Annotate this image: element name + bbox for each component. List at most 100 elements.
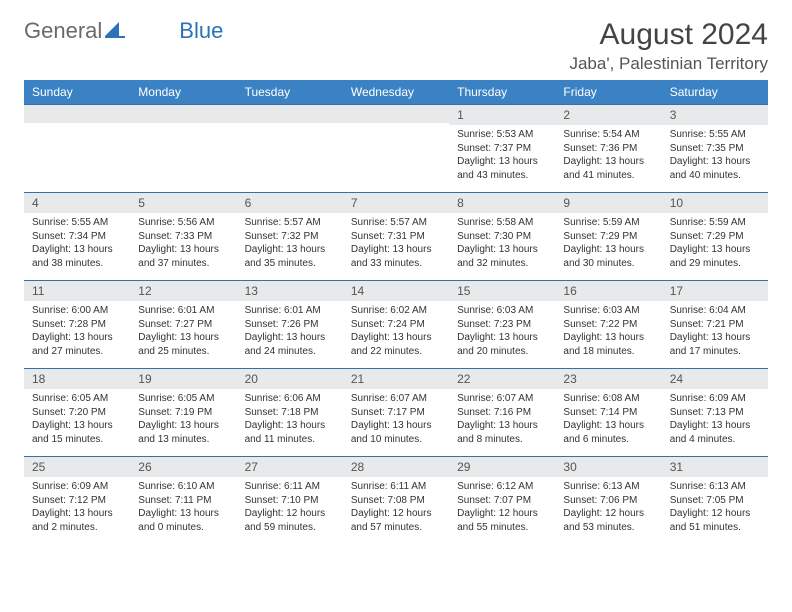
day-number: 18 — [24, 369, 130, 389]
weekday-header: Friday — [555, 80, 661, 105]
calendar-day-cell — [343, 105, 449, 193]
day-details: Sunrise: 5:59 AMSunset: 7:29 PMDaylight:… — [555, 213, 661, 274]
day-number: 3 — [662, 105, 768, 125]
calendar-day-cell: 15Sunrise: 6:03 AMSunset: 7:23 PMDayligh… — [449, 281, 555, 369]
sunrise-text: Sunrise: 6:02 AM — [351, 304, 441, 318]
daylight-text: Daylight: 13 hours and 4 minutes. — [670, 419, 760, 446]
sunset-text: Sunset: 7:16 PM — [457, 406, 547, 420]
calendar-day-cell: 8Sunrise: 5:58 AMSunset: 7:30 PMDaylight… — [449, 193, 555, 281]
calendar-table: SundayMondayTuesdayWednesdayThursdayFrid… — [24, 80, 768, 545]
day-number: 16 — [555, 281, 661, 301]
day-details: Sunrise: 5:57 AMSunset: 7:32 PMDaylight:… — [237, 213, 343, 274]
day-number: 11 — [24, 281, 130, 301]
daylight-text: Daylight: 13 hours and 41 minutes. — [563, 155, 653, 182]
day-details: Sunrise: 5:54 AMSunset: 7:36 PMDaylight:… — [555, 125, 661, 186]
day-details: Sunrise: 6:12 AMSunset: 7:07 PMDaylight:… — [449, 477, 555, 538]
calendar-day-cell: 19Sunrise: 6:05 AMSunset: 7:19 PMDayligh… — [130, 369, 236, 457]
calendar-week-row: 25Sunrise: 6:09 AMSunset: 7:12 PMDayligh… — [24, 457, 768, 545]
day-details: Sunrise: 6:05 AMSunset: 7:19 PMDaylight:… — [130, 389, 236, 450]
daylight-text: Daylight: 13 hours and 20 minutes. — [457, 331, 547, 358]
sunrise-text: Sunrise: 6:05 AM — [138, 392, 228, 406]
day-number: 6 — [237, 193, 343, 213]
day-number: 8 — [449, 193, 555, 213]
day-number: 7 — [343, 193, 449, 213]
daylight-text: Daylight: 13 hours and 35 minutes. — [245, 243, 335, 270]
calendar-body: 1Sunrise: 5:53 AMSunset: 7:37 PMDaylight… — [24, 105, 768, 545]
sunset-text: Sunset: 7:13 PM — [670, 406, 760, 420]
day-number: 10 — [662, 193, 768, 213]
daylight-text: Daylight: 13 hours and 0 minutes. — [138, 507, 228, 534]
sunrise-text: Sunrise: 6:10 AM — [138, 480, 228, 494]
day-number — [130, 105, 236, 123]
day-number: 2 — [555, 105, 661, 125]
daylight-text: Daylight: 13 hours and 17 minutes. — [670, 331, 760, 358]
sunrise-text: Sunrise: 5:53 AM — [457, 128, 547, 142]
day-details: Sunrise: 5:53 AMSunset: 7:37 PMDaylight:… — [449, 125, 555, 186]
sunrise-text: Sunrise: 5:56 AM — [138, 216, 228, 230]
sunset-text: Sunset: 7:26 PM — [245, 318, 335, 332]
day-details: Sunrise: 6:05 AMSunset: 7:20 PMDaylight:… — [24, 389, 130, 450]
sunset-text: Sunset: 7:27 PM — [138, 318, 228, 332]
day-number: 26 — [130, 457, 236, 477]
sunrise-text: Sunrise: 6:07 AM — [351, 392, 441, 406]
sunrise-text: Sunrise: 5:59 AM — [670, 216, 760, 230]
calendar-day-cell: 17Sunrise: 6:04 AMSunset: 7:21 PMDayligh… — [662, 281, 768, 369]
day-details: Sunrise: 6:13 AMSunset: 7:05 PMDaylight:… — [662, 477, 768, 538]
day-details: Sunrise: 6:03 AMSunset: 7:22 PMDaylight:… — [555, 301, 661, 362]
sunset-text: Sunset: 7:07 PM — [457, 494, 547, 508]
sunset-text: Sunset: 7:14 PM — [563, 406, 653, 420]
sunset-text: Sunset: 7:22 PM — [563, 318, 653, 332]
sunrise-text: Sunrise: 6:06 AM — [245, 392, 335, 406]
sunrise-text: Sunrise: 6:09 AM — [32, 480, 122, 494]
calendar-day-cell: 12Sunrise: 6:01 AMSunset: 7:27 PMDayligh… — [130, 281, 236, 369]
sunrise-text: Sunrise: 5:58 AM — [457, 216, 547, 230]
calendar-day-cell: 16Sunrise: 6:03 AMSunset: 7:22 PMDayligh… — [555, 281, 661, 369]
day-number: 24 — [662, 369, 768, 389]
sunset-text: Sunset: 7:28 PM — [32, 318, 122, 332]
day-number: 27 — [237, 457, 343, 477]
day-number: 20 — [237, 369, 343, 389]
weekday-header: Monday — [130, 80, 236, 105]
calendar-day-cell: 21Sunrise: 6:07 AMSunset: 7:17 PMDayligh… — [343, 369, 449, 457]
sunset-text: Sunset: 7:35 PM — [670, 142, 760, 156]
sunrise-text: Sunrise: 5:54 AM — [563, 128, 653, 142]
logo-text-2: Blue — [179, 18, 223, 44]
day-details: Sunrise: 6:09 AMSunset: 7:13 PMDaylight:… — [662, 389, 768, 450]
day-number — [237, 105, 343, 123]
calendar-day-cell — [237, 105, 343, 193]
day-details: Sunrise: 6:13 AMSunset: 7:06 PMDaylight:… — [555, 477, 661, 538]
sunset-text: Sunset: 7:23 PM — [457, 318, 547, 332]
calendar-day-cell: 11Sunrise: 6:00 AMSunset: 7:28 PMDayligh… — [24, 281, 130, 369]
day-number — [24, 105, 130, 123]
calendar-day-cell: 26Sunrise: 6:10 AMSunset: 7:11 PMDayligh… — [130, 457, 236, 545]
daylight-text: Daylight: 13 hours and 11 minutes. — [245, 419, 335, 446]
day-details: Sunrise: 6:08 AMSunset: 7:14 PMDaylight:… — [555, 389, 661, 450]
sunrise-text: Sunrise: 5:55 AM — [32, 216, 122, 230]
weekday-header: Saturday — [662, 80, 768, 105]
day-number: 30 — [555, 457, 661, 477]
sunrise-text: Sunrise: 6:00 AM — [32, 304, 122, 318]
sunrise-text: Sunrise: 5:59 AM — [563, 216, 653, 230]
day-details: Sunrise: 6:11 AMSunset: 7:08 PMDaylight:… — [343, 477, 449, 538]
day-number: 17 — [662, 281, 768, 301]
sunset-text: Sunset: 7:06 PM — [563, 494, 653, 508]
calendar-day-cell: 31Sunrise: 6:13 AMSunset: 7:05 PMDayligh… — [662, 457, 768, 545]
weekday-header: Thursday — [449, 80, 555, 105]
day-details: Sunrise: 6:04 AMSunset: 7:21 PMDaylight:… — [662, 301, 768, 362]
calendar-day-cell: 14Sunrise: 6:02 AMSunset: 7:24 PMDayligh… — [343, 281, 449, 369]
calendar-day-cell: 24Sunrise: 6:09 AMSunset: 7:13 PMDayligh… — [662, 369, 768, 457]
sunrise-text: Sunrise: 6:04 AM — [670, 304, 760, 318]
day-details: Sunrise: 5:58 AMSunset: 7:30 PMDaylight:… — [449, 213, 555, 274]
sunset-text: Sunset: 7:32 PM — [245, 230, 335, 244]
sunset-text: Sunset: 7:19 PM — [138, 406, 228, 420]
sunrise-text: Sunrise: 6:03 AM — [563, 304, 653, 318]
sunset-text: Sunset: 7:24 PM — [351, 318, 441, 332]
month-title: August 2024 — [569, 18, 768, 52]
day-details: Sunrise: 6:03 AMSunset: 7:23 PMDaylight:… — [449, 301, 555, 362]
day-number: 22 — [449, 369, 555, 389]
day-details: Sunrise: 6:09 AMSunset: 7:12 PMDaylight:… — [24, 477, 130, 538]
day-details: Sunrise: 6:07 AMSunset: 7:16 PMDaylight:… — [449, 389, 555, 450]
sunset-text: Sunset: 7:05 PM — [670, 494, 760, 508]
calendar-day-cell: 9Sunrise: 5:59 AMSunset: 7:29 PMDaylight… — [555, 193, 661, 281]
sunset-text: Sunset: 7:30 PM — [457, 230, 547, 244]
